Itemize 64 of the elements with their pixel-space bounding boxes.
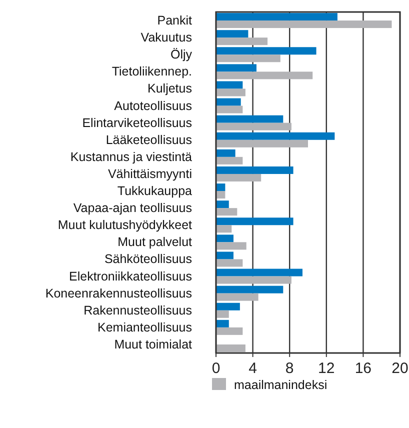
bar: [216, 20, 392, 28]
x-tick-label: 8: [285, 360, 294, 377]
bar: [216, 218, 294, 226]
y-tick-label: Koneenrakennusteollisuus: [45, 286, 192, 300]
bar: [216, 225, 232, 233]
bar: [216, 252, 234, 260]
bar: [216, 320, 229, 328]
y-tick-label: Kuljetus: [148, 82, 192, 96]
x-tick-label: 20: [392, 360, 408, 377]
y-tick-label: Kemianteollisuus: [98, 320, 192, 334]
y-tick-label: Kustannus ja viestintä: [70, 150, 192, 164]
y-tick-label: Öljy: [170, 48, 193, 62]
bar: [216, 132, 335, 140]
bar: [216, 98, 241, 106]
bar: [216, 122, 292, 130]
bar: [216, 286, 284, 294]
bar: [216, 81, 243, 89]
x-tick-label: 16: [354, 360, 372, 377]
x-tick-label: 4: [248, 360, 257, 377]
bar: [216, 327, 243, 335]
y-tick-label: Vapaa-ajan teollisuus: [73, 201, 192, 216]
y-tick-label: Lääketeollisuus: [106, 132, 192, 147]
bar: [216, 276, 292, 284]
bar: [216, 166, 294, 174]
bar: [216, 38, 268, 46]
y-tick-label: Pankit: [157, 14, 193, 28]
legend-label: maailmanindeksi: [234, 378, 328, 392]
bar: [216, 344, 246, 352]
y-tick-label: Rakennusteollisuus: [84, 303, 192, 318]
bar: [216, 174, 262, 182]
bar: [216, 200, 229, 208]
bar: [216, 106, 243, 114]
y-tick-label: Muut kulutushyödykkeet: [58, 218, 193, 232]
y-tick-label: Vähittäismyynti: [108, 166, 192, 181]
bar: [216, 302, 240, 310]
bar: [216, 310, 229, 318]
bar: [216, 72, 313, 80]
bar: [216, 30, 248, 38]
y-tick-label: Elintarviketeollisuus: [82, 116, 192, 130]
y-tick-label: Tukkukauppa: [117, 184, 192, 198]
bar: [216, 64, 256, 72]
y-tick-label: Muut toimialat: [114, 337, 193, 352]
bar: [216, 115, 284, 123]
bar: [216, 54, 280, 62]
bar: [216, 234, 234, 242]
x-tick-label: 0: [212, 360, 220, 377]
x-tick-label: 12: [318, 360, 335, 377]
y-tick-label: Elektroniikkateollisuus: [69, 269, 192, 284]
y-tick-label: Vakuutus: [140, 30, 192, 45]
bar: [216, 140, 308, 148]
bar: [216, 156, 243, 164]
bar: [216, 13, 338, 21]
y-tick-label: Muut palvelut: [118, 235, 193, 250]
bar: [216, 293, 258, 301]
bar: [216, 88, 246, 96]
bar: [216, 47, 316, 55]
bar: [216, 208, 238, 216]
bar: [216, 149, 236, 157]
y-tick-label: Autoteollisuus: [114, 98, 192, 113]
y-tick-label: Tietoliikennep.: [112, 64, 192, 79]
bar: [216, 268, 302, 276]
bar: [216, 242, 246, 250]
y-tick-label: Sähköteollisuus: [104, 252, 192, 266]
bar: [216, 259, 243, 267]
